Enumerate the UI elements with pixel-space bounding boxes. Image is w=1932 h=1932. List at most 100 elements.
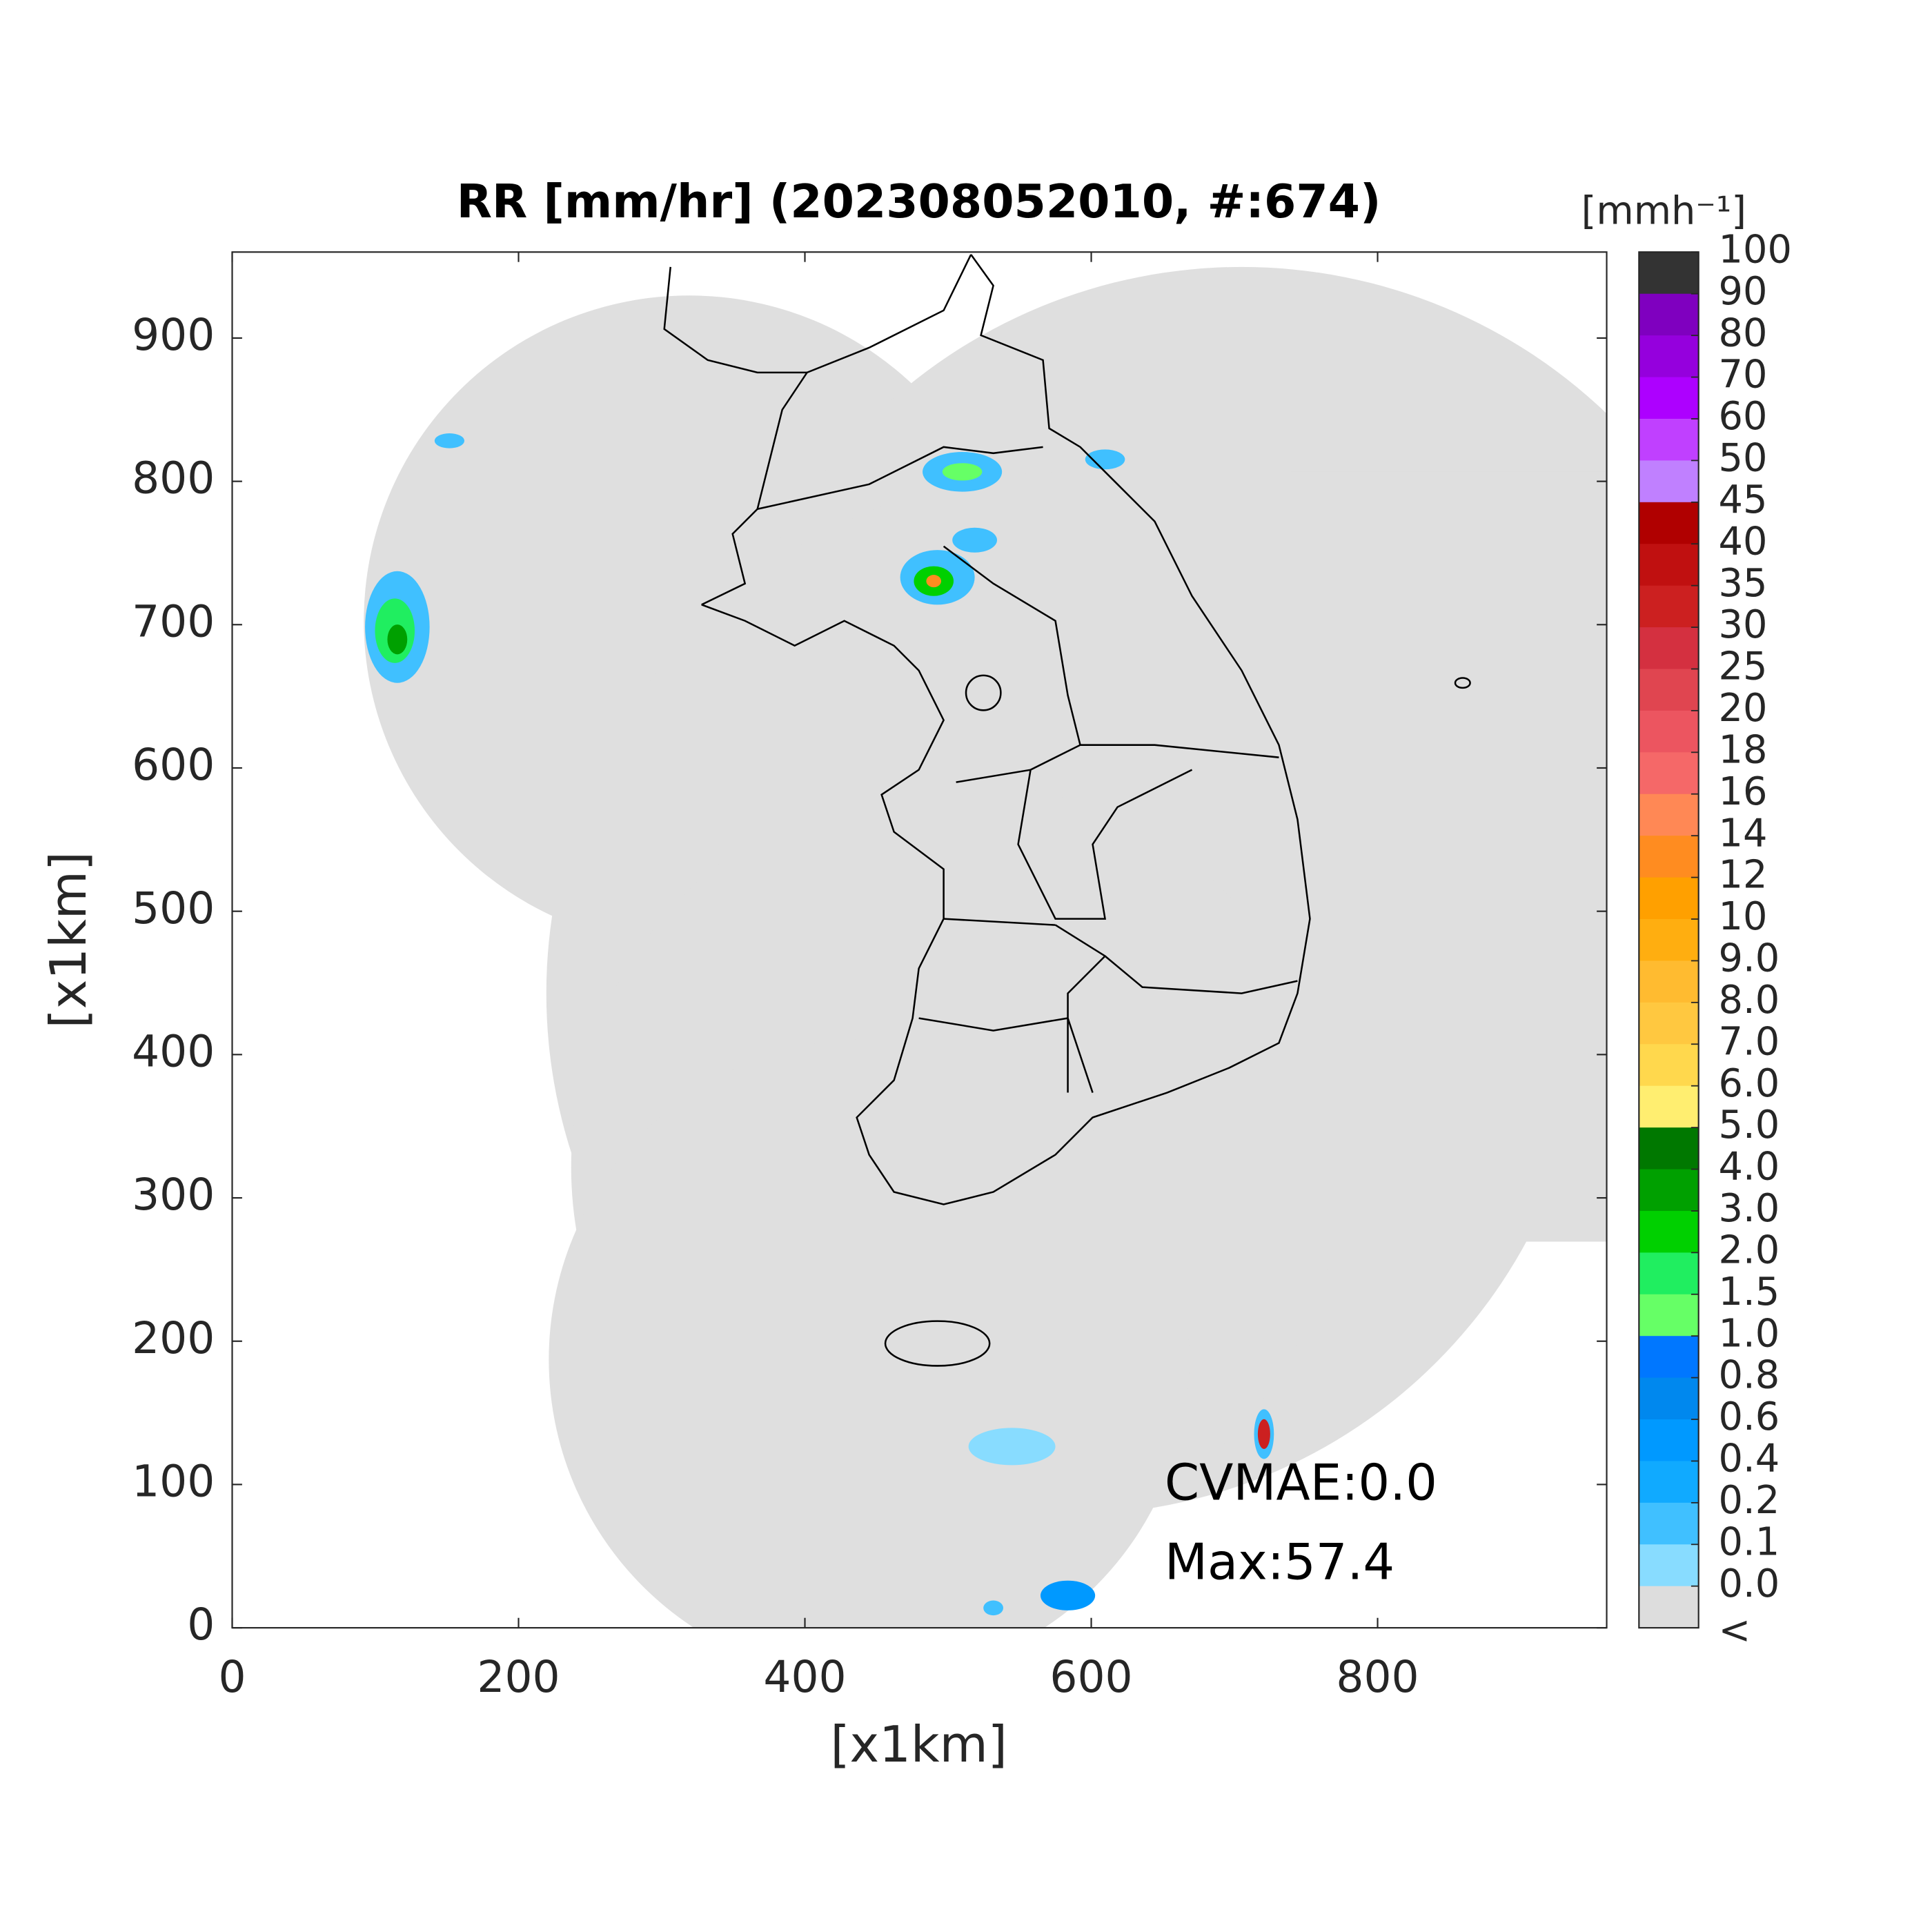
colorbar-band	[1639, 793, 1699, 837]
colorbar-tick-label: 0.8	[1718, 1353, 1780, 1398]
colorbar-tick-label: 8.0	[1718, 978, 1780, 1023]
y-tick-label: 900	[132, 310, 215, 360]
colorbar-tick-label: 0.2	[1718, 1478, 1780, 1523]
colorbar-band	[1639, 752, 1699, 795]
y-tick-label: 500	[132, 883, 215, 934]
colorbar-tick-label: 0.4	[1718, 1437, 1780, 1481]
annotation: Max:57.4	[1165, 1533, 1394, 1591]
colorbar-band	[1639, 710, 1699, 753]
colorbar-band	[1639, 1377, 1699, 1420]
colorbar-tick-label: 90	[1718, 269, 1767, 314]
inland-border	[965, 674, 1002, 711]
plot-frame	[231, 251, 1608, 1629]
colorbar-band	[1639, 919, 1699, 962]
x-tick-label: 0	[218, 1652, 246, 1702]
colorbar-under	[1639, 1628, 1699, 1670]
colorbar-band	[1639, 377, 1699, 420]
radar-coverage	[364, 267, 1607, 1628]
y-tick-label: 200	[132, 1313, 215, 1363]
colorbar-tick-label: 30	[1718, 602, 1767, 647]
colorbar-tick-label: 60	[1718, 394, 1767, 439]
colorbar-tick-label: 2.0	[1718, 1228, 1780, 1272]
colorbar-tick-label: 100	[1718, 227, 1791, 272]
colorbar-tick-label: 50	[1718, 436, 1767, 481]
colorbar-band	[1639, 585, 1699, 628]
colorbar-band	[1639, 544, 1699, 586]
colorbar-band	[1639, 1544, 1699, 1587]
colorbar-band	[1639, 1085, 1699, 1128]
colorbar-tick-label: 35	[1718, 561, 1767, 606]
x-tick-label: 200	[477, 1652, 560, 1702]
colorbar-tick-label: 10	[1718, 894, 1767, 939]
colorbar-tick-label: 45	[1718, 477, 1767, 522]
colorbar-tick-label: 5.0	[1718, 1103, 1780, 1147]
x-tick-label: 400	[763, 1652, 846, 1702]
colorbar-under-label: <	[1718, 1608, 1751, 1653]
coastline	[663, 254, 1471, 1367]
y-tick-label: 400	[132, 1026, 215, 1076]
y-tick-label: 300	[132, 1170, 215, 1220]
colorbar-band	[1639, 1502, 1699, 1546]
colorbar-tick-label: 0.6	[1718, 1394, 1780, 1439]
colorbar-tick-label: 0.1	[1718, 1519, 1780, 1564]
map-layer	[364, 254, 1607, 1628]
annotation: CVMAE:0.0	[1165, 1454, 1437, 1512]
y-tick-label: 0	[187, 1599, 215, 1650]
colorbar-band	[1639, 960, 1699, 1003]
jeju	[884, 1320, 991, 1367]
colorbar-band	[1639, 1461, 1699, 1504]
colorbar-band	[1639, 877, 1699, 920]
colorbar-band	[1639, 252, 1699, 295]
colorbar-band	[1639, 669, 1699, 711]
colorbar-tick-label: 7.0	[1718, 1019, 1780, 1064]
y-axis-label: [x1km]	[39, 851, 97, 1028]
colorbar-band	[1639, 1002, 1699, 1045]
colorbar-band	[1639, 1252, 1699, 1295]
ulleung	[1454, 677, 1471, 689]
y-tick-label: 600	[132, 740, 215, 790]
colorbar-band	[1639, 627, 1699, 670]
x-tick-label: 600	[1049, 1652, 1132, 1702]
colorbar-band	[1639, 1169, 1699, 1212]
colorbar-tick-label: 4.0	[1718, 1145, 1780, 1190]
colorbar-band	[1639, 293, 1699, 337]
y-tick-label: 700	[132, 596, 215, 647]
colorbar-band	[1639, 460, 1699, 503]
colorbar-band	[1639, 335, 1699, 378]
colorbar-tick-label: 12	[1718, 853, 1767, 898]
colorbar-tick-label: 1.5	[1718, 1270, 1780, 1314]
colorbar-tick-label: 20	[1718, 686, 1767, 731]
x-axis-label: [x1km]	[830, 1715, 1007, 1773]
colorbar-tick-label: 3.0	[1718, 1186, 1780, 1231]
colorbar-tick-label: 16	[1718, 769, 1767, 814]
colorbar-band	[1639, 1419, 1699, 1462]
colorbar-band	[1639, 1127, 1699, 1170]
colorbar-tick-label: 0.0	[1718, 1561, 1780, 1606]
chart-title: RR [mm/hr] (202308052010, #:674)	[457, 175, 1381, 228]
y-tick-label: 100	[132, 1457, 215, 1507]
x-tick-label: 800	[1336, 1652, 1419, 1702]
colorbar-tick-label: 25	[1718, 644, 1767, 689]
colorbar-tick-label: 6.0	[1718, 1061, 1780, 1106]
colorbar-band	[1639, 836, 1699, 878]
colorbar-tick-label: 9.0	[1718, 936, 1780, 981]
colorbar-band	[1639, 1210, 1699, 1254]
colorbar-band	[1639, 1044, 1699, 1087]
colorbar-tick-label: 14	[1718, 811, 1767, 856]
colorbar-band	[1639, 1586, 1699, 1629]
colorbar-band	[1639, 1336, 1699, 1379]
colorbar-band	[1639, 1294, 1699, 1337]
rain-echoes	[365, 433, 1274, 1616]
colorbar-band	[1639, 502, 1699, 545]
colorbar-tick-label: 1.0	[1718, 1311, 1780, 1356]
colorbar-tick-label: 18	[1718, 727, 1767, 772]
colorbar-tick-label: 40	[1718, 519, 1767, 564]
colorbar-label: [mmh⁻¹]	[1581, 189, 1746, 234]
y-tick-label: 800	[132, 453, 215, 504]
colorbar-frame	[1638, 251, 1699, 1629]
colorbar-tick-label: 80	[1718, 310, 1767, 355]
colorbar-tick-label: 70	[1718, 353, 1767, 397]
colorbar-band	[1639, 418, 1699, 462]
